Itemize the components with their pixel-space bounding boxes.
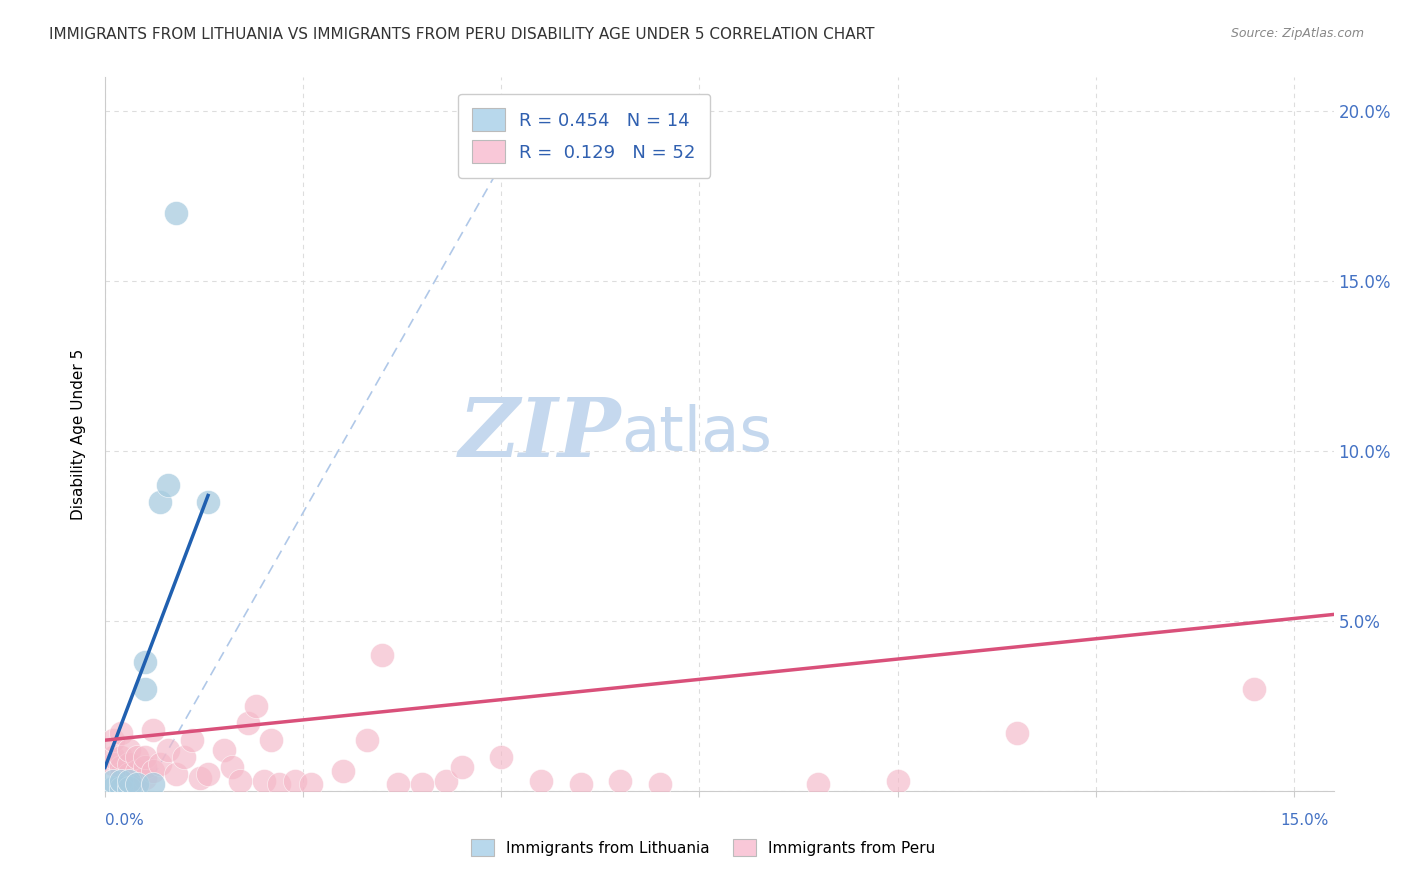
Point <box>434 774 457 789</box>
Point <box>181 733 204 747</box>
Text: ZIP: ZIP <box>458 394 621 475</box>
Point <box>212 743 235 757</box>
Point <box>411 777 433 791</box>
Point <box>807 777 830 791</box>
Point <box>149 756 172 771</box>
Point <box>229 774 252 789</box>
Point <box>530 774 553 789</box>
Legend: R = 0.454   N = 14, R =  0.129   N = 52: R = 0.454 N = 14, R = 0.129 N = 52 <box>458 94 710 178</box>
Point <box>141 777 163 791</box>
Point <box>101 780 124 795</box>
Point <box>284 774 307 789</box>
Point <box>1243 682 1265 697</box>
Text: atlas: atlas <box>621 404 772 465</box>
Point <box>101 756 124 771</box>
Point <box>356 733 378 747</box>
Point <box>118 743 141 757</box>
Point <box>165 206 187 220</box>
Point <box>101 750 124 764</box>
Point <box>173 750 195 764</box>
Point <box>125 777 148 791</box>
Point <box>134 682 156 697</box>
Point <box>118 756 141 771</box>
Point <box>134 771 156 785</box>
Point <box>118 774 141 789</box>
Point <box>1005 726 1028 740</box>
Point <box>125 771 148 785</box>
Point <box>387 777 409 791</box>
Point <box>110 750 132 764</box>
Point <box>236 716 259 731</box>
Point <box>886 774 908 789</box>
Point <box>609 774 631 789</box>
Text: 15.0%: 15.0% <box>1281 814 1329 828</box>
Point <box>110 726 132 740</box>
Point <box>118 780 141 795</box>
Point <box>149 495 172 509</box>
Point <box>260 733 283 747</box>
Point <box>101 774 124 789</box>
Point <box>125 764 148 778</box>
Point <box>197 495 219 509</box>
Point <box>118 774 141 789</box>
Point <box>134 760 156 774</box>
Point <box>141 723 163 737</box>
Point <box>125 750 148 764</box>
Point <box>569 777 592 791</box>
Legend: Immigrants from Lithuania, Immigrants from Peru: Immigrants from Lithuania, Immigrants fr… <box>465 833 941 862</box>
Point <box>134 750 156 764</box>
Point <box>157 743 180 757</box>
Point <box>269 777 291 791</box>
Point <box>101 733 124 747</box>
Point <box>648 777 671 791</box>
Point <box>450 760 472 774</box>
Point <box>157 478 180 492</box>
Point <box>371 648 394 663</box>
Point <box>245 699 267 714</box>
Y-axis label: Disability Age Under 5: Disability Age Under 5 <box>72 349 86 520</box>
Point <box>188 771 211 785</box>
Text: Source: ZipAtlas.com: Source: ZipAtlas.com <box>1230 27 1364 40</box>
Point <box>110 774 132 789</box>
Text: IMMIGRANTS FROM LITHUANIA VS IMMIGRANTS FROM PERU DISABILITY AGE UNDER 5 CORRELA: IMMIGRANTS FROM LITHUANIA VS IMMIGRANTS … <box>49 27 875 42</box>
Point <box>299 777 322 791</box>
Point <box>197 767 219 781</box>
Point <box>141 764 163 778</box>
Point <box>110 767 132 781</box>
Point <box>221 760 243 774</box>
Point <box>110 780 132 795</box>
Point <box>165 767 187 781</box>
Text: 0.0%: 0.0% <box>105 814 145 828</box>
Point <box>110 760 132 774</box>
Point <box>118 767 141 781</box>
Point <box>252 774 274 789</box>
Point <box>332 764 354 778</box>
Point <box>134 655 156 669</box>
Point <box>491 750 513 764</box>
